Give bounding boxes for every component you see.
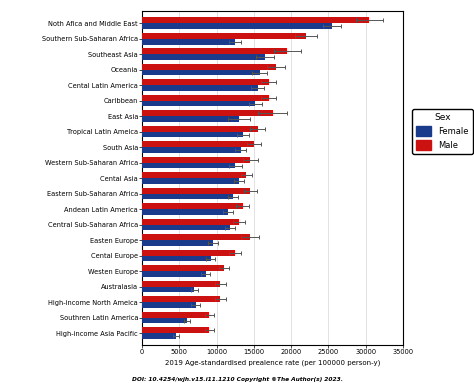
- Legend: Female, Male: Female, Male: [412, 109, 473, 154]
- Bar: [142, 79, 269, 85]
- Bar: [142, 333, 176, 339]
- Bar: [142, 17, 369, 23]
- Bar: [142, 147, 240, 153]
- Bar: [142, 64, 276, 70]
- X-axis label: 2019 Age-standardised prealence rate (per 100000 person-y): 2019 Age-standardised prealence rate (pe…: [165, 359, 380, 365]
- Bar: [142, 219, 239, 224]
- Bar: [142, 48, 287, 54]
- Bar: [142, 265, 224, 271]
- Bar: [142, 234, 250, 240]
- Bar: [142, 318, 187, 324]
- Bar: [142, 54, 265, 60]
- Bar: [142, 163, 235, 169]
- Bar: [142, 188, 250, 193]
- Bar: [142, 224, 230, 231]
- Bar: [142, 255, 211, 262]
- Bar: [142, 132, 243, 137]
- Bar: [142, 286, 194, 293]
- Bar: [142, 327, 209, 333]
- Bar: [142, 271, 206, 277]
- Bar: [142, 157, 250, 163]
- Bar: [142, 250, 235, 255]
- Bar: [142, 178, 239, 184]
- Bar: [142, 141, 254, 147]
- Bar: [142, 193, 233, 200]
- Bar: [142, 116, 239, 122]
- Bar: [142, 126, 258, 132]
- Bar: [142, 101, 255, 106]
- Text: DOI: 10.4254/wjh.v15.i11.1210 Copyright ©The Author(s) 2023.: DOI: 10.4254/wjh.v15.i11.1210 Copyright …: [131, 377, 343, 382]
- Bar: [142, 33, 306, 39]
- Bar: [142, 110, 273, 116]
- Bar: [142, 85, 258, 91]
- Bar: [142, 70, 260, 75]
- Bar: [142, 209, 228, 215]
- Bar: [142, 39, 235, 44]
- Bar: [142, 302, 196, 308]
- Bar: [142, 95, 269, 101]
- Bar: [142, 203, 243, 209]
- Bar: [142, 281, 220, 286]
- Bar: [142, 240, 213, 246]
- Bar: [142, 23, 332, 29]
- Bar: [142, 296, 220, 302]
- Bar: [142, 312, 209, 318]
- Bar: [142, 172, 246, 178]
